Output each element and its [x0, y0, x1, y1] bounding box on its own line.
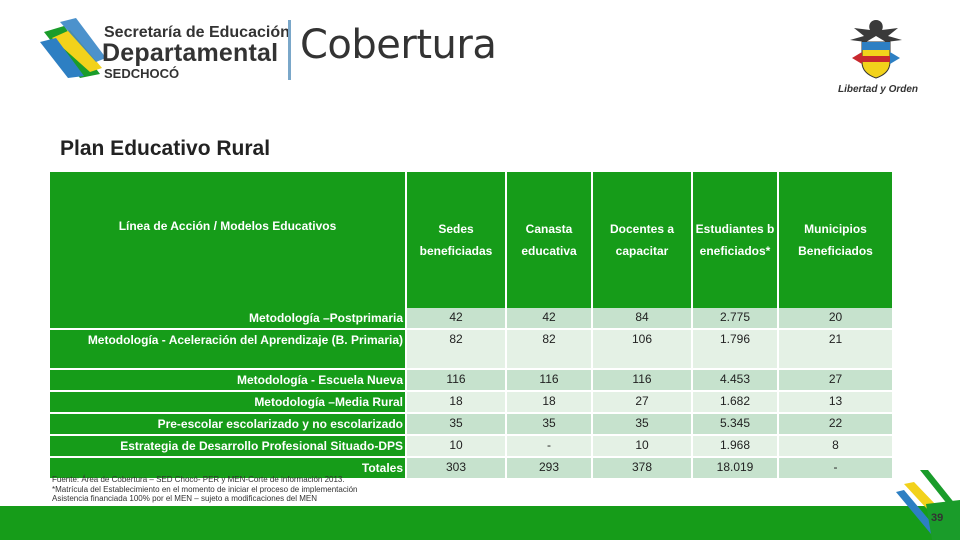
footnote-source: Fuente: Área de Cobertura – SED Chocó- P…: [52, 475, 345, 484]
row-label: Metodología - Escuela Nueva: [50, 369, 407, 392]
table-cell: 10: [592, 435, 693, 458]
table-cell: 18.019: [692, 457, 779, 480]
table-cell: 4.453: [692, 369, 779, 392]
section-title: Cobertura: [300, 22, 497, 68]
table-cell: 293: [506, 457, 593, 480]
table-cell: 35: [592, 413, 693, 436]
crest-motto: Libertad y Orden: [838, 84, 919, 95]
org-name-line1: Secretaría de Educación: [104, 24, 290, 41]
table-cell: 82: [506, 329, 593, 370]
table-cell: 1.682: [692, 391, 779, 414]
table-cell: 8: [778, 435, 892, 458]
footnotes: Fuente: Área de Cobertura – SED Chocó- P…: [52, 475, 472, 504]
table-cell: 20: [778, 308, 892, 330]
column-header: Docentes a capacitar: [592, 172, 693, 308]
header-divider: [288, 20, 291, 80]
table-row-totals: Totales 303 293 378 18.019 -: [50, 457, 892, 480]
sedchoco-logo-icon: [40, 18, 106, 78]
corner-stripes-icon: [896, 470, 960, 540]
row-label: Metodología –Postprimaria: [50, 308, 407, 330]
table-cell: 1.968: [692, 435, 779, 458]
table-cell: 378: [592, 457, 693, 480]
row-label: Totales: [50, 457, 407, 480]
table-cell: 27: [592, 391, 693, 414]
table-cell: 42: [506, 308, 593, 330]
footer-bar: [0, 506, 960, 540]
table-cell: 35: [506, 413, 593, 436]
table-cell: 21: [778, 329, 892, 370]
table-cell: 82: [406, 329, 507, 370]
column-header: Sedes beneficiadas: [406, 172, 507, 308]
table-cell: 303: [406, 457, 507, 480]
org-name-line2: Departamental: [102, 39, 279, 67]
column-header: Estudiantes beneficiados*: [692, 172, 779, 308]
colombia-crest-icon: [850, 20, 902, 79]
table-cell: 27: [778, 369, 892, 392]
column-header: Canasta educativa: [506, 172, 593, 308]
table-cell: 42: [406, 308, 507, 330]
table-cell: 35: [406, 413, 507, 436]
page-title: Plan Educativo Rural: [60, 137, 271, 160]
row-label: Estrategia de Desarrollo Profesional Sit…: [50, 435, 407, 458]
table-cell: 5.345: [692, 413, 779, 436]
row-label: Metodología - Aceleración del Aprendizaj…: [50, 329, 407, 370]
footnote-funding: Asistencia financiada 100% por el MEN – …: [52, 494, 318, 503]
footnote-enrollment: *Matrícula del Establecimiento en el mom…: [52, 484, 358, 494]
table-row: Metodología –Postprimaria 42 42 84 2.775…: [50, 308, 892, 330]
table-cell: 116: [506, 369, 593, 392]
page-number: 39: [931, 512, 944, 524]
data-table: Línea de Acción / Modelos Educativos Sed…: [50, 172, 892, 480]
table-row: Estrategia de Desarrollo Profesional Sit…: [50, 435, 892, 458]
table-cell: 18: [506, 391, 593, 414]
table-cell: 106: [592, 329, 693, 370]
table-row: Pre-escolar escolarizado y no escolariza…: [50, 413, 892, 436]
table-row: Metodología - Aceleración del Aprendizaj…: [50, 329, 892, 370]
table-row: Metodología –Media Rural 18 18 27 1.682 …: [50, 391, 892, 414]
table-cell: 84: [592, 308, 693, 330]
table-cell: 2.775: [692, 308, 779, 330]
table-cell: 116: [406, 369, 507, 392]
row-label: Pre-escolar escolarizado y no escolariza…: [50, 413, 407, 436]
table-cell: 116: [592, 369, 693, 392]
table-cell: -: [778, 457, 892, 480]
table-row: Metodología - Escuela Nueva 116 116 116 …: [50, 369, 892, 392]
table-cell: 10: [406, 435, 507, 458]
table-cell: 22: [778, 413, 892, 436]
table-header-row: Línea de Acción / Modelos Educativos Sed…: [50, 172, 892, 308]
table-cell: 1.796: [692, 329, 779, 370]
org-name-line3: SEDCHOCÓ: [104, 66, 180, 81]
table-cell: 13: [778, 391, 892, 414]
column-header: Línea de Acción / Modelos Educativos: [50, 172, 407, 308]
column-header: Municipios Beneficiados: [778, 172, 892, 308]
row-label: Metodología –Media Rural: [50, 391, 407, 414]
table-cell: -: [506, 435, 593, 458]
table-cell: 18: [406, 391, 507, 414]
